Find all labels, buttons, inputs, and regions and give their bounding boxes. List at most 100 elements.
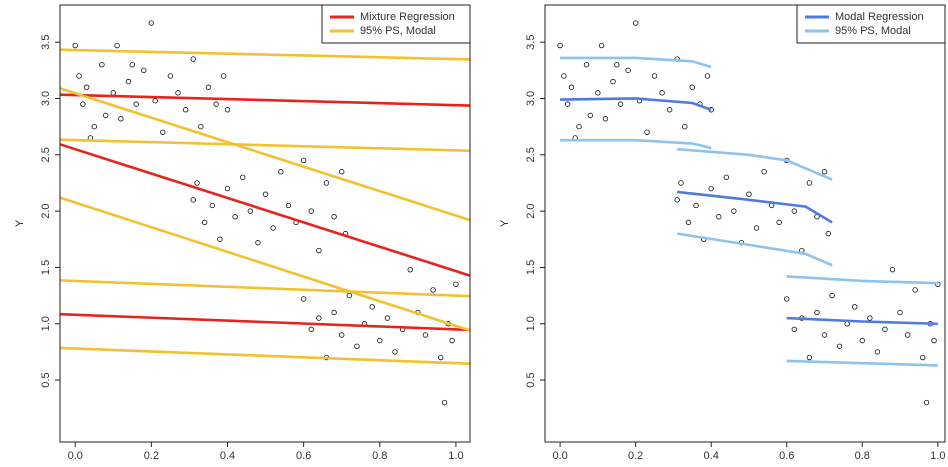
data-point xyxy=(685,219,692,226)
data-point xyxy=(437,354,444,361)
data-point xyxy=(323,180,330,186)
x-tick-label: 0.4 xyxy=(704,450,719,462)
data-point xyxy=(308,326,314,333)
data-point xyxy=(114,42,120,49)
data-point xyxy=(430,287,436,293)
data-point xyxy=(422,332,429,338)
regression-line xyxy=(560,56,712,69)
data-point xyxy=(110,90,116,96)
y-tick-label: 3.5 xyxy=(525,35,537,50)
data-point xyxy=(746,191,752,197)
data-point xyxy=(557,42,563,49)
data-point xyxy=(716,214,722,220)
regression-line xyxy=(60,143,470,277)
data-point xyxy=(829,292,835,299)
data-point xyxy=(346,292,353,299)
data-point xyxy=(201,219,208,226)
data-point xyxy=(72,42,78,49)
data-point xyxy=(761,168,767,175)
data-point xyxy=(564,101,571,107)
data-point xyxy=(255,239,261,246)
y-tick-label: 1.5 xyxy=(40,260,52,275)
data-point xyxy=(704,73,711,79)
data-point xyxy=(102,112,109,119)
y-axis-label: Y xyxy=(499,219,511,227)
data-point xyxy=(278,168,284,175)
data-point xyxy=(80,101,86,107)
y-tick-label: 3.0 xyxy=(40,91,52,106)
data-point xyxy=(232,214,238,220)
plot-area: 0.00.20.40.60.81.00.51.01.52.02.53.03.5X… xyxy=(14,4,471,462)
plot-frame xyxy=(544,4,946,443)
data-point xyxy=(190,56,196,62)
legend: Modal Regression 95% PS, Modal xyxy=(796,4,946,44)
data-point xyxy=(678,180,684,186)
data-point xyxy=(331,309,337,316)
y-tick-label: 2.5 xyxy=(40,147,52,162)
legend-label: Mixture Regression xyxy=(360,11,455,23)
data-point xyxy=(308,208,314,214)
data-point xyxy=(205,84,212,90)
data-point xyxy=(821,168,828,175)
data-point xyxy=(152,98,158,104)
x-tick-label: 0.2 xyxy=(628,450,643,462)
data-point xyxy=(931,337,937,344)
data-point xyxy=(852,304,858,310)
data-point xyxy=(806,180,813,186)
data-point xyxy=(83,84,90,90)
regression-line xyxy=(786,316,938,326)
regression-line xyxy=(60,87,470,222)
x-tick-label: 0.8 xyxy=(855,450,870,462)
regression-line xyxy=(60,48,470,61)
data-point xyxy=(731,208,737,214)
data-point xyxy=(300,157,307,164)
regression-line xyxy=(677,190,833,224)
data-point xyxy=(209,202,215,209)
regression-line xyxy=(60,138,470,153)
data-point xyxy=(240,174,246,181)
data-point xyxy=(689,84,696,90)
data-point xyxy=(270,225,276,231)
data-point xyxy=(889,266,896,273)
regression-line xyxy=(560,138,712,150)
data-point xyxy=(190,197,196,203)
data-point xyxy=(262,191,269,197)
data-point xyxy=(791,208,797,214)
x-tick-label: 0.6 xyxy=(779,450,794,462)
data-point xyxy=(141,67,147,74)
regression-line xyxy=(677,147,833,181)
y-tick-label: 2.0 xyxy=(525,203,537,218)
data-point xyxy=(682,123,688,130)
data-point xyxy=(247,208,254,214)
data-point xyxy=(923,399,930,406)
data-point xyxy=(300,296,307,302)
data-point xyxy=(224,107,231,113)
data-point xyxy=(369,304,375,310)
data-point xyxy=(198,123,204,130)
data-point xyxy=(753,225,760,231)
data-point xyxy=(331,214,337,220)
data-point xyxy=(160,129,166,135)
data-point xyxy=(912,287,918,293)
y-tick-label: 1.0 xyxy=(525,316,537,331)
data-point xyxy=(339,332,345,338)
data-point xyxy=(449,337,455,344)
data-point xyxy=(125,78,132,85)
data-point xyxy=(617,101,624,107)
data-point xyxy=(825,230,831,237)
data-point xyxy=(632,20,639,26)
data-point xyxy=(651,73,658,79)
data-point xyxy=(133,101,139,107)
data-point xyxy=(129,61,136,68)
x-tick-label: 0.6 xyxy=(296,450,311,462)
data-point xyxy=(610,78,616,85)
data-point xyxy=(224,185,231,192)
legend-label: Modal Regression xyxy=(835,11,924,23)
data-point xyxy=(595,90,601,96)
data-point xyxy=(821,332,828,338)
data-point xyxy=(339,168,345,175)
y-tick-label: 3.0 xyxy=(525,91,537,106)
regression-line xyxy=(60,93,470,107)
